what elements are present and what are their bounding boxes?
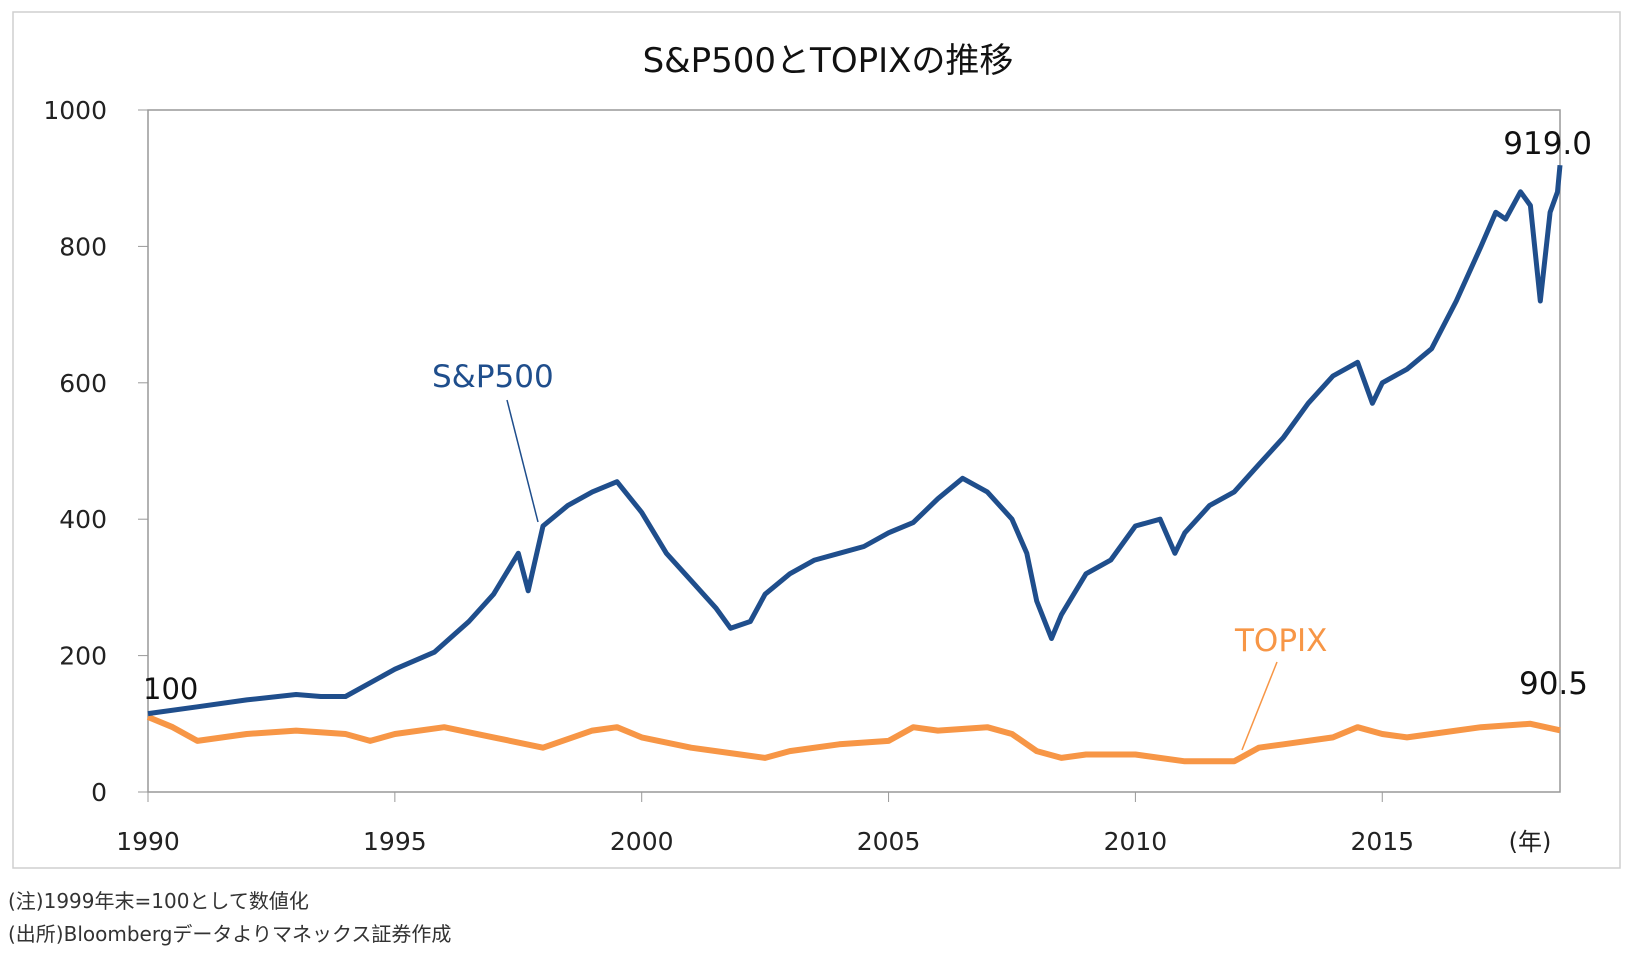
- x-tick-label: 1995: [363, 827, 427, 856]
- footnote-source: (出所)Bloombergデータよりマネックス証券作成: [8, 922, 452, 946]
- label-start: 100: [143, 672, 198, 706]
- leader-line-topix: [1241, 661, 1278, 751]
- y-tick-label: 200: [59, 642, 107, 671]
- chart: S&P500とTOPIXの推移 0 200 400 600 800 1000 1990 199…: [12, 11, 1621, 869]
- y-tick-label: 1000: [43, 96, 107, 125]
- x-tick-label: 2005: [857, 827, 921, 856]
- series-line-topix: [146, 714, 1561, 765]
- legend-label-topix: TOPIX: [1234, 623, 1327, 659]
- y-tick-label: 0: [91, 778, 107, 807]
- y-tick-label: 800: [59, 232, 107, 261]
- y-tick-label: 400: [59, 505, 107, 534]
- label-topix-end: 90.5: [1519, 666, 1588, 702]
- y-tick-label: 600: [59, 369, 107, 398]
- footnote-note: (注)1999年末=100として数値化: [8, 889, 309, 913]
- x-tick-label: 1990: [116, 827, 180, 856]
- leader-line-sp500: [506, 399, 539, 523]
- xlabel: (年): [1509, 828, 1552, 856]
- legend-label-sp500: S&P500: [432, 359, 554, 395]
- chart-title: S&P500とTOPIXの推移: [643, 41, 1014, 81]
- x-tick-label: 2015: [1350, 827, 1414, 856]
- x-tick-label: 2000: [610, 827, 674, 856]
- plot-area: [147, 109, 1561, 793]
- x-tick-label: 2010: [1104, 827, 1168, 856]
- series-line-sp500: [147, 164, 1563, 717]
- label-sp-end: 919.0: [1503, 126, 1592, 162]
- chart-frame: [12, 11, 1621, 869]
